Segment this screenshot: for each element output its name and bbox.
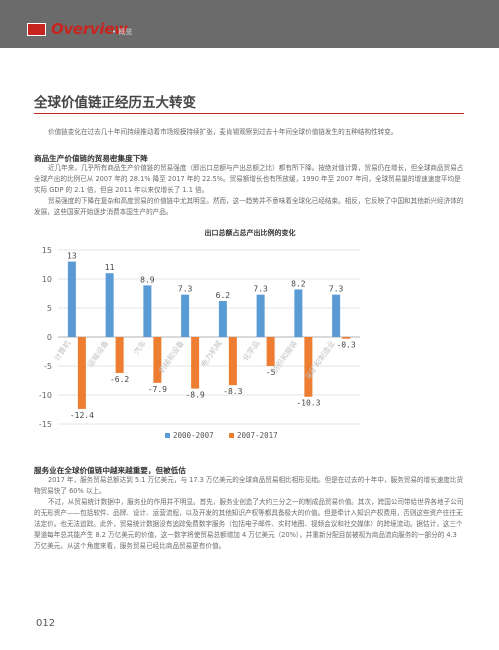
- category-label: 汽车: [131, 338, 148, 356]
- title-divider: [34, 113, 464, 114]
- bar-chart: 15 10 5 0 -5 -10 -15 13 11 8.9 7.3 6.2 7.3 8.2 7.3 -12.…: [39, 246, 360, 440]
- services-paragraph-1: 2017 年，服务贸易总额达到 5.1 万亿美元，与 17.3 万亿美元的全球商…: [34, 476, 464, 495]
- y-tick-label: 15: [42, 246, 52, 255]
- data-label: 7.3: [253, 285, 268, 294]
- bar-b: [191, 337, 200, 389]
- goods-paragraph-2: 贸易强度的下降在复杂和高度贸易的价值链中尤其明显。然而，这一趋势并不意味着全球化…: [34, 197, 464, 216]
- y-tick-label: -15: [39, 420, 52, 429]
- category-label: 运输设备: [85, 338, 111, 369]
- bar-b: [342, 337, 351, 339]
- y-tick-label: 5: [47, 304, 52, 313]
- legend-label: 2000-2007: [173, 431, 214, 440]
- bar-b: [115, 337, 124, 373]
- bar-a: [294, 289, 303, 337]
- data-label: 7.3: [329, 285, 344, 294]
- bar-b: [153, 337, 162, 383]
- page-number: 012: [36, 618, 56, 629]
- y-tick-label: 10: [42, 275, 52, 284]
- logo-icon: [27, 23, 46, 36]
- bar-b: [77, 337, 86, 409]
- category-label: 化学品: [240, 338, 261, 362]
- chart-title: 出口总额占总产出比例的变化: [204, 229, 296, 237]
- chart-bars: [67, 261, 351, 409]
- data-label: 6.2: [216, 291, 231, 300]
- category-label: 电力机械: [198, 338, 224, 369]
- y-tick-label: -10: [39, 391, 52, 400]
- header-bar: Overview • 概览: [0, 0, 499, 48]
- data-label: 7.3: [178, 285, 193, 294]
- page-title: 全球价值链正经历五大转变: [34, 95, 196, 111]
- legend-label: 2007-2017: [237, 431, 278, 440]
- data-label: -7.9: [148, 385, 167, 394]
- category-label: 计算机: [51, 338, 72, 363]
- legend-swatch: [165, 433, 170, 438]
- section-heading-goods: 商品生产价值链的贸易密集度下降: [34, 154, 148, 163]
- y-tick-label: 0: [47, 333, 52, 342]
- data-label: 8.2: [291, 279, 306, 288]
- data-label: -5: [266, 368, 276, 377]
- data-label: -12.4: [70, 411, 94, 420]
- bar-a: [332, 294, 341, 337]
- legend-swatch: [229, 433, 234, 438]
- bar-a: [181, 294, 190, 337]
- bar-a: [256, 294, 265, 337]
- goods-paragraph-1: 近几年来，几乎所有商品生产价值链的贸易强度（即出口总额与产出总额之比）都有所下降…: [34, 164, 464, 194]
- y-tick-label: -5: [44, 362, 52, 371]
- data-label: -0.3: [336, 341, 355, 350]
- chart-legend: 2000-2007 2007-2017: [165, 431, 278, 440]
- bar-b: [228, 337, 237, 386]
- bar-a: [218, 301, 227, 337]
- data-label: -10.3: [296, 399, 320, 408]
- services-paragraph-2: 不过，从贸易统计数据中，服务业的作用并不明显。首先，服务业创造了大约三分之一的制…: [34, 498, 464, 550]
- data-label: -8.9: [185, 391, 204, 400]
- section-heading-services: 服务业在全球价值链中越来越重要，但被低估: [34, 466, 186, 475]
- bar-a: [67, 261, 76, 337]
- intro-paragraph: 价值链变化在过去几十年间持续推动着市场规模持续扩张，麦肯锡观察到过去十年间全球价…: [48, 128, 398, 136]
- bar-b: [266, 337, 275, 366]
- data-label: 11: [105, 263, 115, 272]
- bar-b: [304, 337, 313, 397]
- bar-a: [105, 273, 114, 337]
- data-label: 13: [67, 252, 77, 261]
- header-title: Overview: [51, 20, 128, 38]
- data-label: -6.2: [110, 375, 129, 384]
- header-subtitle: • 概览: [112, 28, 133, 36]
- data-label: -8.3: [223, 387, 242, 396]
- bar-a: [143, 285, 152, 337]
- data-label: 8.9: [140, 275, 155, 284]
